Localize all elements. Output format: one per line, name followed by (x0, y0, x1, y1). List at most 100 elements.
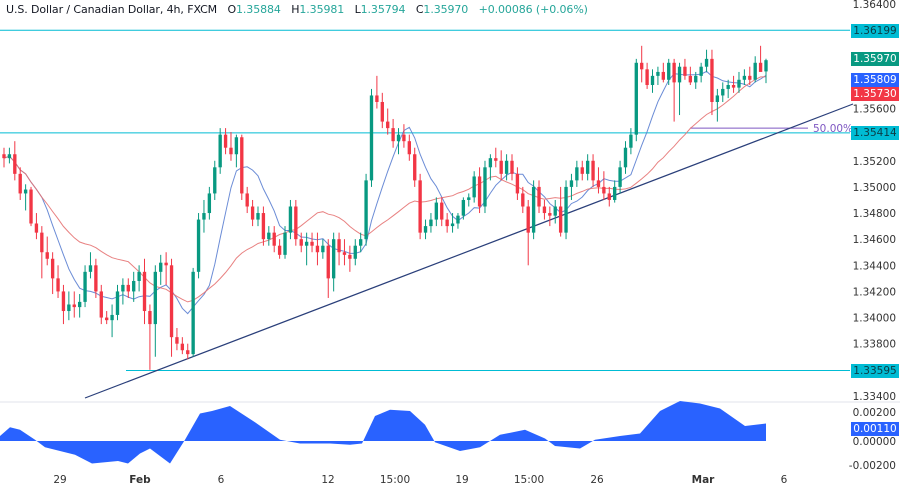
candle (683, 58, 687, 80)
candle (191, 267, 195, 357)
candle (180, 337, 185, 355)
candle (645, 62, 649, 89)
candle (13, 141, 17, 181)
candle (758, 45, 763, 72)
candle (640, 45, 644, 83)
candle (105, 311, 109, 325)
candle (596, 167, 601, 194)
candle (413, 147, 417, 187)
candle (531, 180, 536, 240)
oscillator-value-label: 0.00110 (851, 422, 899, 436)
candle (710, 49, 714, 116)
candle (40, 226, 44, 279)
chart-header: U.S. Dollar / Canadian Dollar, 4h, FXCM … (6, 3, 588, 16)
candle (477, 167, 482, 214)
time-axis[interactable]: 29 Feb 6 12 15:00 19 15:00 26 Mar 6 (53, 474, 787, 486)
candle (607, 186, 611, 207)
candle (256, 206, 260, 227)
candle (504, 154, 509, 181)
time-tick: 19 (455, 474, 468, 486)
time-tick: 12 (321, 474, 334, 486)
candle (440, 197, 444, 227)
candle (731, 75, 736, 93)
candle (34, 213, 39, 240)
candle (61, 284, 66, 325)
candle (321, 239, 325, 259)
candle (115, 284, 120, 321)
candle (726, 79, 730, 99)
candle (88, 252, 93, 279)
trendline[interactable] (84, 103, 854, 399)
price-tick: 1.33400 (853, 391, 896, 403)
candle (748, 66, 752, 86)
symbol-title: U.S. Dollar / Canadian Dollar, 4h, FXCM (6, 3, 218, 16)
candle (456, 213, 460, 229)
time-tick: 15:00 (514, 474, 544, 486)
resistance-price-label: 1.36199 (851, 24, 899, 38)
candle (272, 226, 276, 253)
price-tick: 1.34400 (853, 260, 896, 272)
time-tick: 29 (53, 474, 66, 486)
change-value: +0.00086 (+0.06%) (478, 3, 588, 16)
price-axis[interactable]: 1.36400 1.35600 1.35200 1.35000 1.34800 1.346… (849, 0, 896, 472)
last-price-label: 1.35970 (851, 52, 899, 66)
candle (537, 180, 541, 214)
fib-50-label: 50.00% (813, 123, 854, 135)
candle (494, 147, 498, 168)
candle (542, 199, 547, 220)
ascending-trendline (84, 103, 854, 399)
candle (634, 58, 638, 142)
candle (450, 213, 455, 233)
candle (99, 284, 103, 325)
price-tick: 1.34000 (853, 313, 896, 325)
candle (148, 304, 152, 370)
candle (277, 239, 282, 259)
candle (94, 258, 98, 298)
oscillator-pane (0, 401, 900, 464)
candle (407, 134, 411, 161)
candle (575, 160, 579, 187)
candle (196, 213, 201, 279)
candle (245, 186, 249, 214)
candle (704, 49, 709, 72)
fast-ma-line (3, 70, 767, 315)
oscillator-area (0, 401, 766, 464)
candle (67, 291, 71, 321)
candle (386, 108, 390, 135)
candle (510, 154, 514, 181)
candle (288, 199, 293, 240)
price-tick: 1.36400 (853, 0, 896, 11)
candle (585, 154, 590, 181)
candle (304, 232, 309, 266)
candle (218, 128, 222, 174)
candle (737, 71, 741, 93)
candle (369, 88, 374, 187)
close-label: C (415, 3, 424, 16)
candle (159, 254, 163, 285)
close-value: 1.35970 (423, 3, 469, 16)
candle (186, 343, 190, 360)
low-label: L (354, 3, 361, 16)
time-tick: 15:00 (380, 474, 410, 486)
candle (342, 239, 347, 266)
candle (175, 328, 179, 351)
candle (326, 239, 330, 298)
candle (613, 180, 617, 203)
candle (2, 147, 6, 168)
candle (461, 197, 466, 220)
candle (142, 258, 147, 325)
candle (207, 186, 212, 220)
candle (483, 160, 487, 214)
candle (623, 141, 628, 174)
candlesticks (2, 45, 768, 370)
candle (315, 232, 320, 266)
candle (153, 265, 157, 357)
candle (472, 171, 476, 203)
candle (310, 232, 314, 253)
candle (721, 82, 725, 102)
candle (418, 173, 422, 240)
oscillator-tick: 0.00200 (853, 407, 896, 419)
candle (661, 62, 665, 83)
candle (672, 58, 676, 122)
